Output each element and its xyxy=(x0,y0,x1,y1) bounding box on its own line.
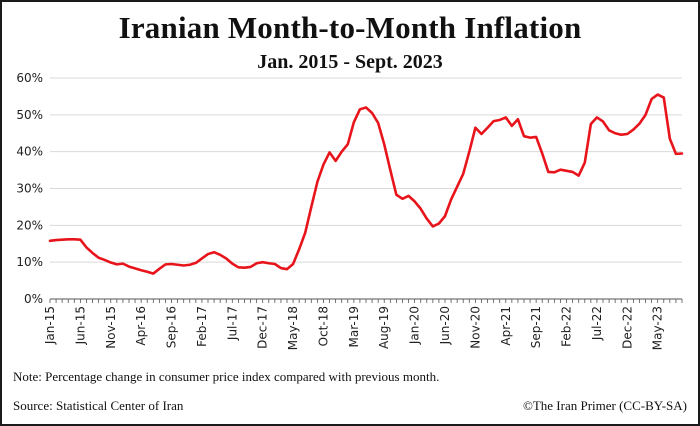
x-tick-label: Apr-21 xyxy=(499,306,513,346)
chart-subtitle: Jan. 2015 - Sept. 2023 xyxy=(257,51,443,73)
y-tick-label: 0% xyxy=(24,292,43,306)
x-tick-label: Jan-20 xyxy=(408,306,422,345)
x-tick-label: Dec-22 xyxy=(620,306,634,349)
gridlines xyxy=(50,77,682,263)
x-tick-label: Nov-20 xyxy=(468,306,482,349)
x-tick-label: Jul-17 xyxy=(225,306,239,341)
x-tick-label: Nov-15 xyxy=(104,306,118,349)
y-tick-label: 30% xyxy=(16,182,43,196)
source-text: Source: Statistical Center of Iran xyxy=(13,398,184,413)
y-tick-label: 10% xyxy=(16,255,43,269)
credit-text: ©The Iran Primer (CC-BY-SA) xyxy=(522,398,687,413)
x-tick-label: May-18 xyxy=(286,306,300,350)
x-axis-tick-labels: Jan-15 Jun-15 Nov-15 Apr-16 Sep-16 Feb-17 Jul-… xyxy=(43,306,665,350)
footnote: Note: Percentage change in consumer pric… xyxy=(13,369,440,384)
y-tick-label: 50% xyxy=(16,108,43,122)
x-tick-label: Apr-16 xyxy=(134,306,148,346)
x-tick-label: Jun-15 xyxy=(73,306,87,345)
x-tick-label: Jun-20 xyxy=(438,306,452,345)
x-tick-label: Jul-22 xyxy=(590,306,604,341)
x-tick-label: Feb-17 xyxy=(195,306,209,347)
x-tick-label: Feb-22 xyxy=(560,306,574,347)
y-tick-label: 20% xyxy=(16,218,43,232)
y-tick-label: 60% xyxy=(16,71,43,85)
axes xyxy=(49,298,683,303)
x-tick-label: Sep-21 xyxy=(529,306,543,348)
x-tick-label: Aug-19 xyxy=(377,306,391,349)
y-tick-label: 40% xyxy=(16,145,43,159)
y-axis-tick-labels: 0% 10% 20% 30% 40% 50% 60% xyxy=(16,71,43,306)
chart-title: Iranian Month-to-Month Inflation xyxy=(118,10,582,45)
x-tick-label: Mar-19 xyxy=(347,306,361,347)
x-tick-label: May-23 xyxy=(651,306,665,350)
x-tick-label: Oct-18 xyxy=(316,306,330,346)
x-tick-label: Jan-15 xyxy=(43,306,57,345)
series-layer xyxy=(48,93,684,275)
x-tick-label: Dec-17 xyxy=(256,306,270,349)
x-tick-label: Sep-16 xyxy=(165,306,179,348)
inflation-series-line xyxy=(48,93,684,275)
